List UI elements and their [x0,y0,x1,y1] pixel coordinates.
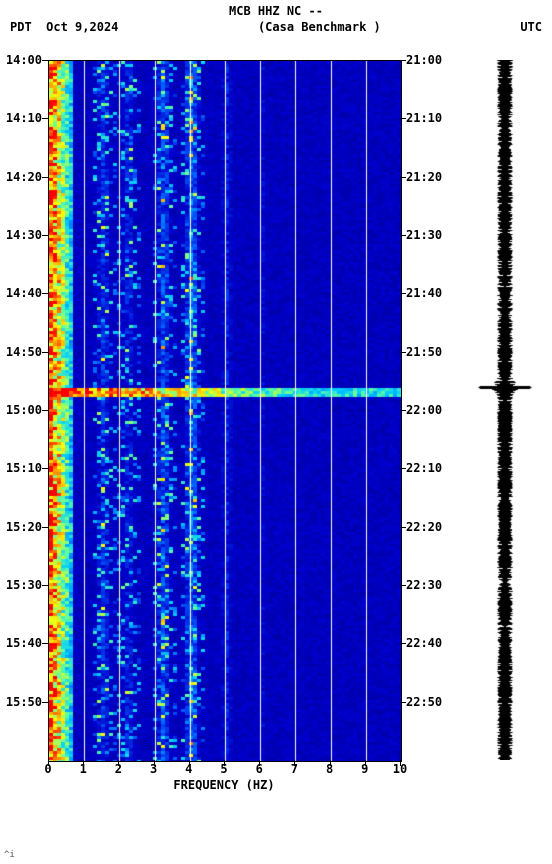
x-tick-label: 9 [361,762,368,776]
y-left-tick-label: 14:50 [6,345,42,359]
y-left-tick-label: 15:20 [6,520,42,534]
y-left-tick-label: 15:40 [6,636,42,650]
y-right-tick-label: 21:50 [406,345,442,359]
y-right-tick-label: 21:30 [406,228,442,242]
header: MCB HHZ NC -- PDT Oct 9,2024 (Casa Bench… [0,0,552,35]
x-tick-label: 8 [326,762,333,776]
y-left-tick-label: 15:30 [6,578,42,592]
x-tick-label: 2 [115,762,122,776]
y-right-tick-label: 22:40 [406,636,442,650]
x-tick-label: 5 [220,762,227,776]
y-left-tick-label: 15:00 [6,403,42,417]
y-right-tick-label: 22:00 [406,403,442,417]
x-tick-label: 7 [291,762,298,776]
x-tick-label: 3 [150,762,157,776]
y-left-tick-label: 14:40 [6,286,42,300]
station-line: MCB HHZ NC -- [0,4,552,20]
y-axis-left-pdt: 14:0014:1014:2014:3014:4014:5015:0015:10… [0,60,44,760]
seismogram-canvas [470,60,540,760]
location-line: (Casa Benchmark ) [258,20,381,36]
y-right-tick-label: 21:20 [406,170,442,184]
x-tick-label: 0 [44,762,51,776]
y-right-tick-label: 21:10 [406,111,442,125]
x-axis-label: FREQUENCY (HZ) [48,778,400,792]
y-left-tick-label: 15:50 [6,695,42,709]
seismogram-panel [470,60,540,760]
footer-mark: ^i [4,850,15,860]
x-tick-label: 10 [393,762,407,776]
y-right-tick-label: 21:00 [406,53,442,67]
y-right-tick-label: 22:50 [406,695,442,709]
right-tz: UTC [520,20,542,36]
y-left-tick-label: 14:30 [6,228,42,242]
x-tick-label: 1 [80,762,87,776]
spectrogram-plot [48,60,402,762]
x-axis-ticks: FREQUENCY (HZ) 012345678910 [48,762,400,792]
y-left-tick-label: 15:10 [6,461,42,475]
header-row: PDT Oct 9,2024 (Casa Benchmark ) UTC [0,20,552,36]
x-tick-label: 4 [185,762,192,776]
y-right-tick-label: 21:40 [406,286,442,300]
y-left-tick-label: 14:10 [6,111,42,125]
y-right-tick-label: 22:30 [406,578,442,592]
left-tz-date: PDT Oct 9,2024 [10,20,118,36]
y-right-tick-label: 22:10 [406,461,442,475]
y-axis-right-utc: 21:0021:1021:2021:3021:4021:5022:0022:10… [404,60,448,760]
y-left-tick-label: 14:20 [6,170,42,184]
x-tick-label: 6 [256,762,263,776]
spectrogram-canvas [49,61,401,761]
y-left-tick-label: 14:00 [6,53,42,67]
y-right-tick-label: 22:20 [406,520,442,534]
